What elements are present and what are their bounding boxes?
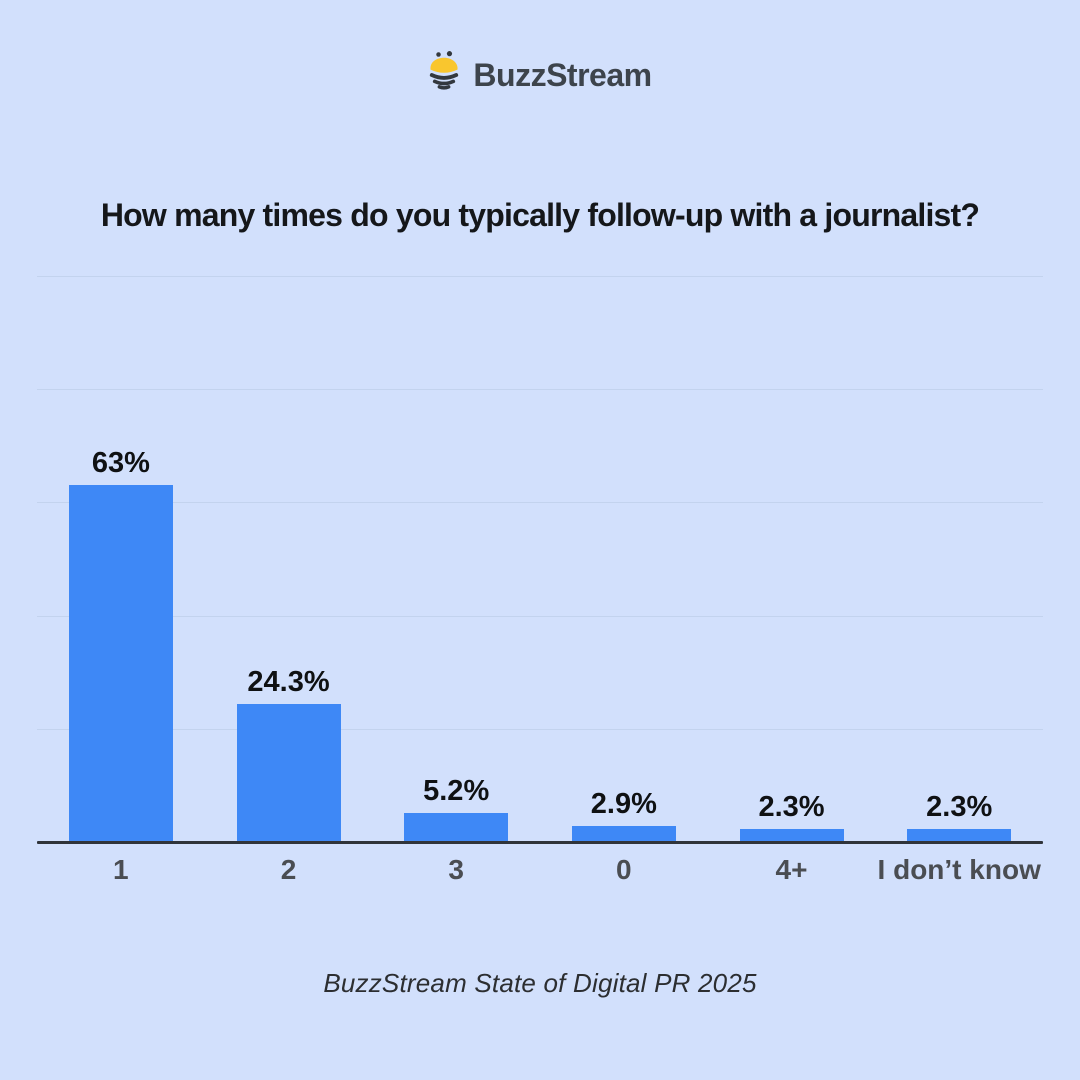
bar-value-label: 2.9% [590,787,657,820]
bar [571,825,676,842]
x-axis-label: 2 [280,854,297,885]
grid-layer [37,276,1043,842]
bar [739,828,844,842]
chart-title: How many times do you typically follow-u… [100,197,980,233]
bar-group: 2.9% 0 [540,276,708,885]
gridline [37,502,1043,504]
gridline [37,276,1043,277]
bar-value-label: 5.2% [423,774,490,807]
bar-group: 5.2% 3 [372,276,540,885]
bars-container: 63% 1 24.3% 2 5.2% 3 2.9% 0 2.3% 4+ 2.3%… [37,276,1043,885]
bar [236,704,341,842]
bar-group: 2.3% 4+ [708,276,876,885]
bee-icon [430,51,459,90]
plot-area: 63% 1 24.3% 2 5.2% 3 2.9% 0 2.3% 4+ 2.3%… [37,276,1043,885]
brand-name: BuzzStream [473,57,652,93]
bar [68,485,173,842]
brand-logo: BuzzStream [0,48,1080,94]
x-axis-line [37,841,1043,844]
x-axis-label: 0 [616,854,632,885]
x-axis-label: 1 [113,854,129,885]
bar-group: 24.3% 2 [205,276,373,885]
bar-group: 63% 1 [37,276,205,885]
bar-value-label: 63% [91,447,150,480]
x-axis-label: I don’t know [877,854,1041,885]
gridline [37,728,1043,730]
bar-group: 2.3% I don’t know [875,276,1043,885]
bar-value-label: 24.3% [247,666,330,699]
gridline [37,615,1043,617]
x-axis-label: 3 [448,854,464,885]
source-caption: BuzzStream State of Digital PR 2025 [323,968,757,998]
x-axis-label: 4+ [775,854,808,885]
bar [404,812,509,842]
bar-value-label: 2.3% [758,790,825,823]
gridline [37,389,1043,391]
bar-value-label: 2.3% [926,790,993,823]
bar [907,828,1012,842]
